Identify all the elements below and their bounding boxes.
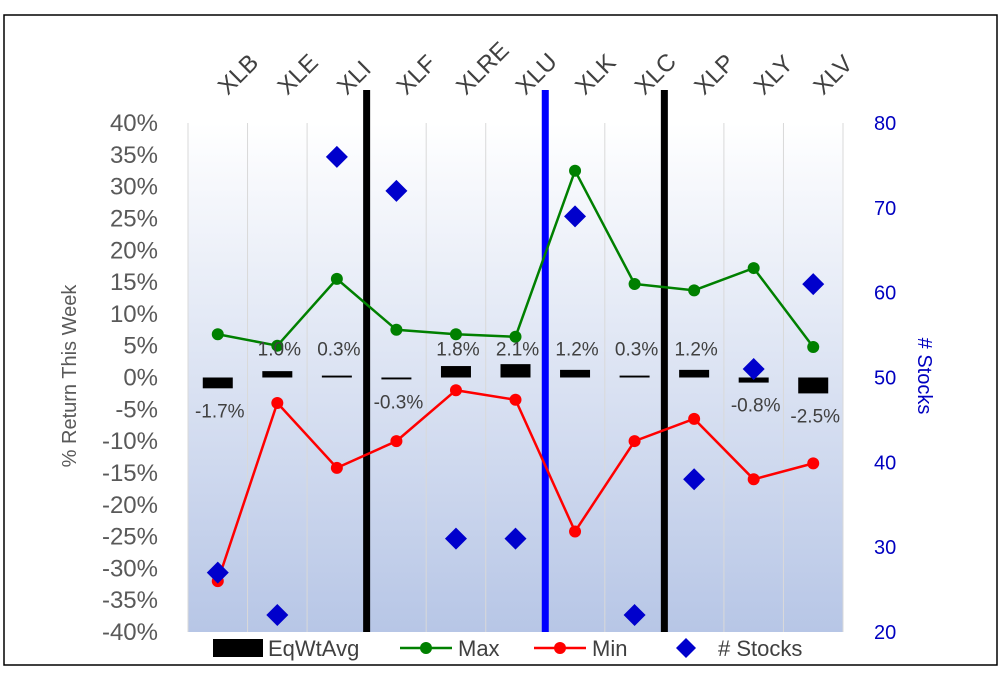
eqwtavg-bar xyxy=(262,371,293,378)
y-tick-label: -15% xyxy=(102,460,158,487)
legend-stocks-marker xyxy=(676,638,696,658)
eqwtavg-data-label: -1.7% xyxy=(195,401,245,422)
stocks-diamonds xyxy=(206,145,825,627)
legend: EqWtAvg Max Min # Stocks xyxy=(213,636,802,661)
eqwtavg-data-label: 1.8% xyxy=(436,340,479,361)
max-point xyxy=(390,323,403,336)
eqwtavg-data-label: -0.8% xyxy=(731,396,781,417)
legend-stocks-label: # Stocks xyxy=(718,636,802,661)
y2-axis-ticks: 20 30 40 50 60 70 80 xyxy=(874,113,896,644)
eqwtavg-data-label: 1.2% xyxy=(674,340,717,361)
min-point xyxy=(509,393,522,406)
y-tick-label: -30% xyxy=(102,555,158,582)
max-point xyxy=(211,328,224,341)
y2-tick-label: 20 xyxy=(874,622,896,644)
y-tick-label: 40% xyxy=(110,110,158,137)
min-point xyxy=(807,457,820,470)
eqwtavg-data-label: -2.5% xyxy=(790,406,840,427)
stocks-point xyxy=(325,145,348,168)
eqwtavg-bar xyxy=(321,375,352,378)
y-tick-label: -35% xyxy=(102,587,158,614)
eqwtavg-data-label: 0.3% xyxy=(615,340,658,361)
max-point xyxy=(569,164,582,177)
eqwtavg-bar xyxy=(381,377,412,380)
min-point xyxy=(747,473,760,486)
y2-tick-label: 80 xyxy=(874,113,896,135)
eqwtavg-bar xyxy=(738,377,769,383)
stocks-point xyxy=(444,527,467,550)
eqwtavg-bar xyxy=(202,377,233,389)
stocks-point xyxy=(564,205,587,228)
min-point xyxy=(688,412,701,425)
y2-tick-label: 30 xyxy=(874,537,896,559)
eqwtavg-data-label: 2.1% xyxy=(496,340,539,361)
max-point xyxy=(807,340,820,353)
max-point xyxy=(449,328,462,341)
stocks-point xyxy=(802,273,825,296)
y2-tick-label: 40 xyxy=(874,452,896,474)
y2-tick-label: 50 xyxy=(874,368,896,390)
stocks-point xyxy=(206,561,229,584)
y2-tick-label: 70 xyxy=(874,198,896,220)
eqwtavg-bar xyxy=(798,377,829,394)
legend-max-label: Max xyxy=(458,636,500,661)
y-tick-label: -10% xyxy=(102,428,158,455)
eqwtavg-bar xyxy=(440,366,471,378)
y-tick-label: 10% xyxy=(110,301,158,328)
data-labels: -1.7% 1.0% 0.3% -0.3% 1.8% 2.1% 1.2% 0.3% 1.2% -0… xyxy=(195,340,840,428)
eqwtavg-bar xyxy=(619,375,650,378)
legend-eqwtavg-label: EqWtAvg xyxy=(268,636,359,661)
max-point xyxy=(330,272,343,285)
series-points xyxy=(211,164,820,588)
y-tick-label: 35% xyxy=(110,142,158,169)
eqwtavg-bar xyxy=(500,364,531,378)
stocks-point xyxy=(742,358,765,381)
y-axis-ticks: -40% -35% -30% -25% -20% -15% -10% -5% 0% 5% 10% 15… xyxy=(102,110,158,646)
max-point xyxy=(509,330,522,343)
y-tick-label: 20% xyxy=(110,237,158,264)
min-point xyxy=(390,435,403,448)
y2-tick-label: 60 xyxy=(874,283,896,305)
stocks-point xyxy=(385,179,408,202)
max-point xyxy=(688,284,701,297)
eqwtavg-data-label: -0.3% xyxy=(374,392,424,413)
y-tick-label: -5% xyxy=(115,396,158,423)
max-point xyxy=(628,277,641,290)
y-tick-label: -20% xyxy=(102,492,158,519)
y-tick-label: 25% xyxy=(110,205,158,232)
eqwtavg-data-label: 1.0% xyxy=(258,340,301,361)
legend-min-marker xyxy=(554,642,566,654)
legend-max-marker xyxy=(420,642,432,654)
sector-separators xyxy=(363,90,668,632)
min-point xyxy=(271,396,284,409)
y-tick-label: 5% xyxy=(123,333,158,360)
y-tick-label: -40% xyxy=(102,619,158,646)
y-tick-label: 0% xyxy=(123,365,158,392)
eqwtavg-bar xyxy=(679,369,710,378)
legend-eqwtavg-swatch xyxy=(213,639,263,657)
min-point xyxy=(569,525,582,538)
eqwtavg-bars xyxy=(202,364,829,394)
stocks-point xyxy=(683,468,706,491)
max-point xyxy=(271,339,284,352)
stocks-point xyxy=(623,604,646,627)
y-tick-label: -25% xyxy=(102,524,158,551)
y-axis-title: % Return This Week xyxy=(59,284,81,468)
eqwtavg-data-label: 1.2% xyxy=(555,340,598,361)
stocks-point xyxy=(504,527,527,550)
min-point xyxy=(628,435,641,448)
min-point xyxy=(330,461,343,474)
y-tick-label: 15% xyxy=(110,269,158,296)
eqwtavg-bar xyxy=(560,369,591,378)
stocks-point xyxy=(266,604,289,627)
y2-axis-title: # Stocks xyxy=(913,338,935,415)
min-point xyxy=(449,384,462,397)
eqwtavg-data-label: 0.3% xyxy=(317,340,360,361)
legend-min-label: Min xyxy=(592,636,627,661)
y-tick-label: 30% xyxy=(110,174,158,201)
max-point xyxy=(747,262,760,275)
